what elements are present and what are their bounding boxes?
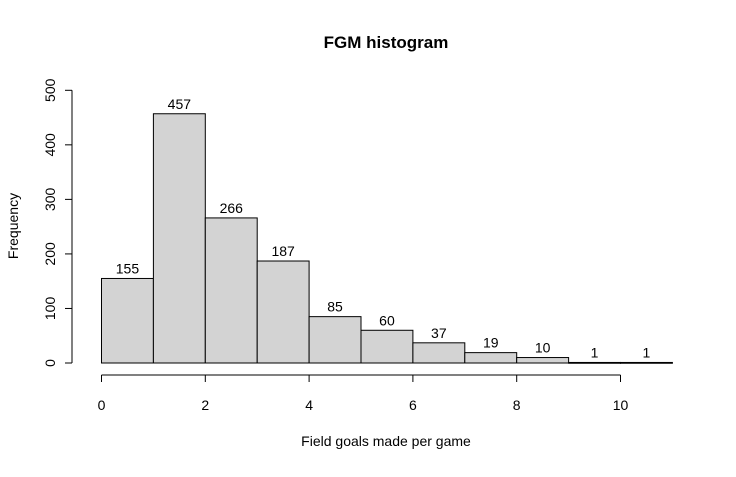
- x-axis-label: Field goals made per game: [301, 433, 471, 449]
- y-tick-label: 0: [42, 359, 58, 367]
- histogram-bar: [464, 352, 518, 364]
- bar-value-label: 1: [643, 344, 651, 360]
- bar-value-label: 266: [220, 200, 244, 216]
- y-tick-label: 400: [42, 133, 58, 157]
- bar-value-label: 19: [483, 335, 499, 351]
- bar-value-label: 155: [116, 260, 140, 276]
- bar-value-label: 85: [327, 299, 343, 315]
- x-tick-label: 0: [98, 397, 106, 413]
- y-tick-label: 300: [42, 187, 58, 211]
- x-axis: 0 2 4 6 8 10: [98, 374, 629, 413]
- bar-value-label: 37: [431, 325, 447, 341]
- histogram-bar: [256, 260, 310, 364]
- bar-value-label: 187: [271, 243, 295, 259]
- y-axis-label: Frequency: [5, 193, 21, 259]
- histogram-bar: [412, 342, 466, 364]
- histogram-bar: [516, 357, 570, 364]
- histogram-bar: [101, 277, 154, 364]
- bar-value-label: 1: [591, 344, 599, 360]
- y-tick-label: 200: [42, 242, 58, 266]
- y-tick-label: 500: [42, 78, 58, 102]
- histogram-bar: [308, 316, 362, 364]
- histogram-bar: [620, 361, 673, 364]
- histogram-bar: [204, 217, 258, 364]
- bar-value-label: 60: [379, 312, 395, 328]
- chart-title: FGM histogram: [324, 33, 449, 52]
- x-tick-label: 10: [613, 397, 629, 413]
- y-axis: 0 100 200 300 400 500: [42, 78, 73, 367]
- histogram-bar: [152, 113, 206, 364]
- bar-value-label: 457: [168, 96, 192, 112]
- x-tick-label: 4: [305, 397, 313, 413]
- histogram-bar: [568, 361, 621, 364]
- x-tick-label: 8: [513, 397, 521, 413]
- bars-group: [101, 113, 673, 364]
- x-tick-label: 2: [201, 397, 209, 413]
- histogram-bar: [360, 329, 414, 364]
- y-tick-label: 100: [42, 297, 58, 321]
- bar-value-label: 10: [535, 340, 551, 356]
- data-labels-group: 155 457 266 187 85 60 37 19 10 1 1: [116, 96, 651, 361]
- x-tick-label: 6: [409, 397, 417, 413]
